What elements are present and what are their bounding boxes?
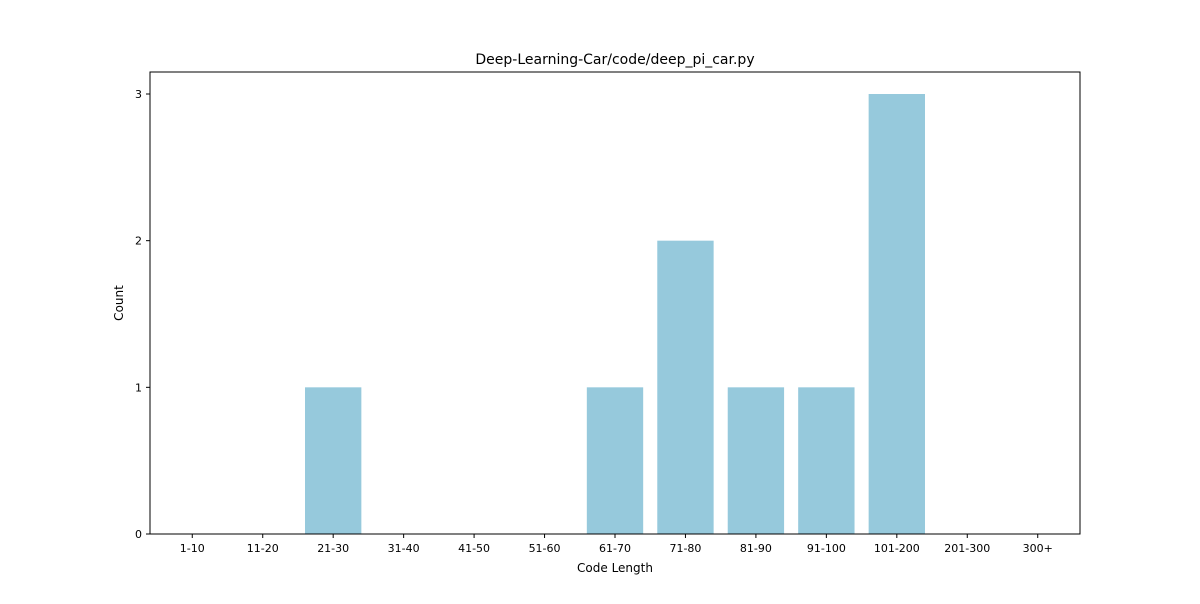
x-tick-label: 61-70 [599,542,631,555]
bar-101-200 [868,94,925,534]
x-tick-label: 21-30 [317,542,349,555]
chart-title: Deep-Learning-Car/code/deep_pi_car.py [475,52,754,68]
x-tick-label: 31-40 [388,542,420,555]
y-axis-label: Count [112,285,126,321]
x-tick-label: 51-60 [529,542,561,555]
bar-61-70 [586,387,644,534]
x-tick-label: 91-100 [807,542,846,555]
x-tick-label: 201-300 [944,542,990,555]
x-tick-label: 300+ [1023,542,1053,555]
x-axis-label: Code Length [577,561,653,575]
bars-group [305,94,925,535]
bar-81-90 [727,387,785,534]
x-tick-label: 101-200 [874,542,920,555]
x-tick-label: 1-10 [180,542,205,555]
bar-71-80 [657,240,714,535]
x-axis: 1-10 11-20 21-30 31-40 41-50 51-60 61-70 71-80 8… [180,534,1053,555]
x-tick-label: 71-80 [669,542,701,555]
x-tick-label: 11-20 [247,542,279,555]
y-tick-label: 2 [135,235,142,248]
y-tick-label: 3 [135,88,142,101]
x-tick-label: 41-50 [458,542,490,555]
bar-21-30 [305,387,362,534]
bar-91-100 [798,387,855,534]
y-tick-label: 0 [135,528,142,541]
y-tick-label: 1 [135,381,142,394]
y-axis: 0 1 2 3 [135,88,150,541]
x-tick-label: 81-90 [740,542,772,555]
